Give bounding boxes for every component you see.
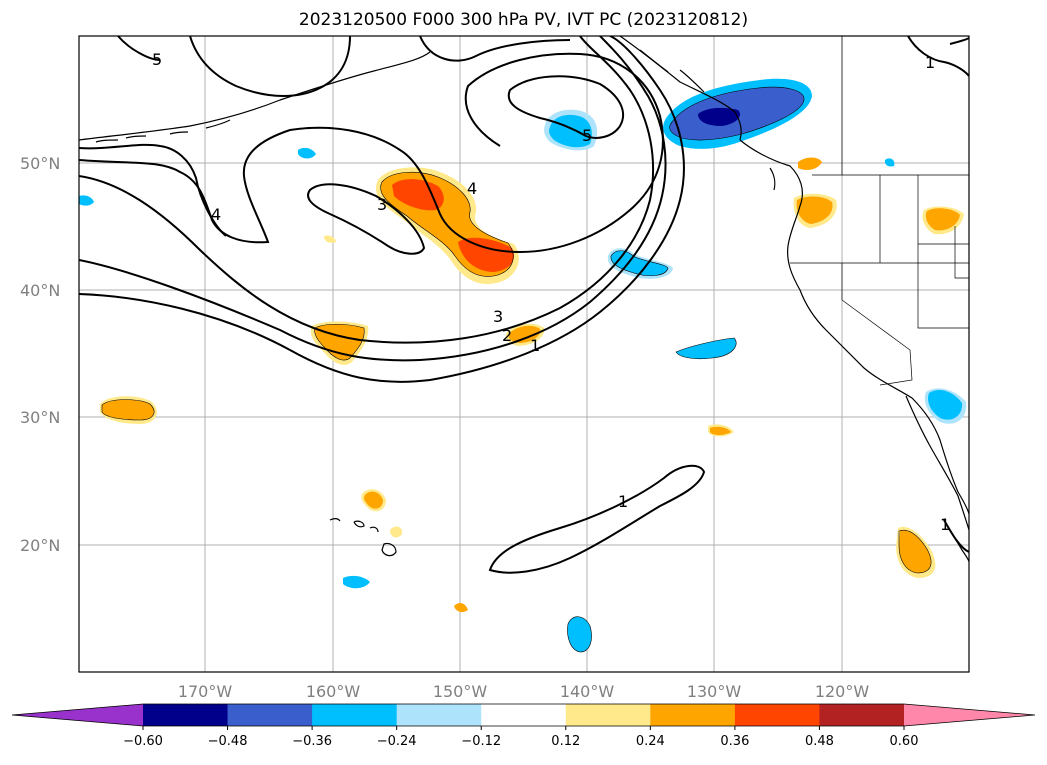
colorbar: −0.60 −0.48 −0.36 −0.24 −0.12 0.12 0.24 0.36 0.4… [11, 703, 1036, 749]
colorbar-segment [819, 704, 905, 726]
colorbar-segment [396, 704, 482, 726]
colorbar-tick-label: 0.60 [890, 734, 919, 749]
contour-label: 3 [377, 195, 387, 214]
lon-label: 150°W [433, 682, 488, 701]
contour-label: 5 [152, 50, 162, 69]
map-frame [78, 35, 970, 673]
political-borders [790, 36, 969, 386]
lat-label: 20°N [20, 536, 60, 555]
coastlines [79, 36, 969, 563]
colorbar-tick-label: −0.24 [377, 734, 417, 749]
lon-label: 160°W [306, 682, 361, 701]
colorbar-tick-label: −0.12 [461, 734, 501, 749]
contour-label: 1 [618, 492, 628, 511]
colorbar-extend-low [12, 704, 143, 726]
pv-contour-labels: 5 4 3 4 5 3 2 1 1 1 1 [152, 50, 950, 534]
contour-label: 5 [582, 126, 592, 145]
contour-label: 4 [467, 179, 477, 198]
lat-label: 40°N [20, 281, 60, 300]
contour-label: 4 [211, 205, 221, 224]
contour-label: 1 [925, 53, 935, 72]
colorbar-segment [312, 704, 398, 726]
colorbar-extend-high [904, 704, 1035, 726]
contour-label: 1 [940, 515, 950, 534]
lon-label: 130°W [687, 682, 742, 701]
colorbar-tick-label: −0.36 [292, 734, 332, 749]
contour-label: 3 [493, 307, 503, 326]
map-title: 2023120500 F000 300 hPa PV, IVT PC (2023… [298, 10, 749, 30]
colorbar-segment [734, 704, 820, 726]
colorbar-tick-label: 0.12 [551, 734, 580, 749]
colorbar-tick-label: 0.24 [636, 734, 665, 749]
colorbar-tick-label: −0.48 [208, 734, 248, 749]
colorbar-segment [481, 704, 567, 726]
colorbar-tick-label: −0.60 [123, 734, 163, 749]
lat-label: 30°N [20, 408, 60, 427]
lon-label: 170°W [178, 682, 233, 701]
contour-label: 2 [502, 326, 512, 345]
lon-label: 120°W [815, 682, 870, 701]
colorbar-tick-label: 0.36 [720, 734, 749, 749]
colorbar-segment [565, 704, 651, 726]
contour-label: 1 [530, 336, 540, 355]
lat-label: 50°N [20, 154, 60, 173]
colorbar-tick-label: 0.48 [805, 734, 834, 749]
pv-contours [79, 36, 969, 574]
longitude-labels: 170°W 160°W 150°W 140°W 130°W 120°W [178, 682, 870, 701]
colorbar-segment [650, 704, 736, 726]
lon-label: 140°W [560, 682, 615, 701]
colorbar-segment [143, 704, 229, 726]
colorbar-segment [227, 704, 313, 726]
latitude-labels: 50°N 40°N 30°N 20°N [20, 154, 60, 555]
